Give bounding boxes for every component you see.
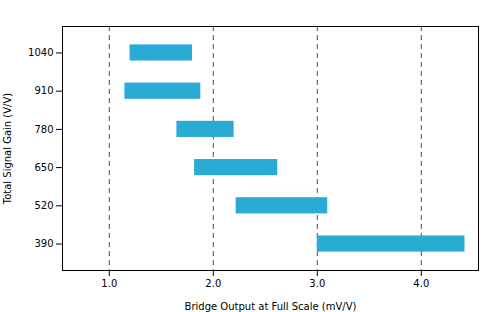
svg-text:910: 910 bbox=[34, 85, 53, 96]
svg-text:650: 650 bbox=[34, 162, 53, 173]
svg-text:1.0: 1.0 bbox=[101, 278, 117, 289]
svg-text:Bridge Output at Full Scale (m: Bridge Output at Full Scale (mV/V) bbox=[185, 301, 357, 312]
svg-text:1040: 1040 bbox=[28, 47, 53, 58]
svg-text:390: 390 bbox=[34, 238, 53, 249]
svg-text:Total Signal Gain (V/V): Total Signal Gain (V/V) bbox=[2, 93, 13, 206]
svg-text:3.0: 3.0 bbox=[309, 278, 325, 289]
svg-text:780: 780 bbox=[34, 124, 53, 135]
svg-text:2.0: 2.0 bbox=[205, 278, 221, 289]
svg-text:4.0: 4.0 bbox=[413, 278, 429, 289]
svg-text:520: 520 bbox=[34, 200, 53, 211]
